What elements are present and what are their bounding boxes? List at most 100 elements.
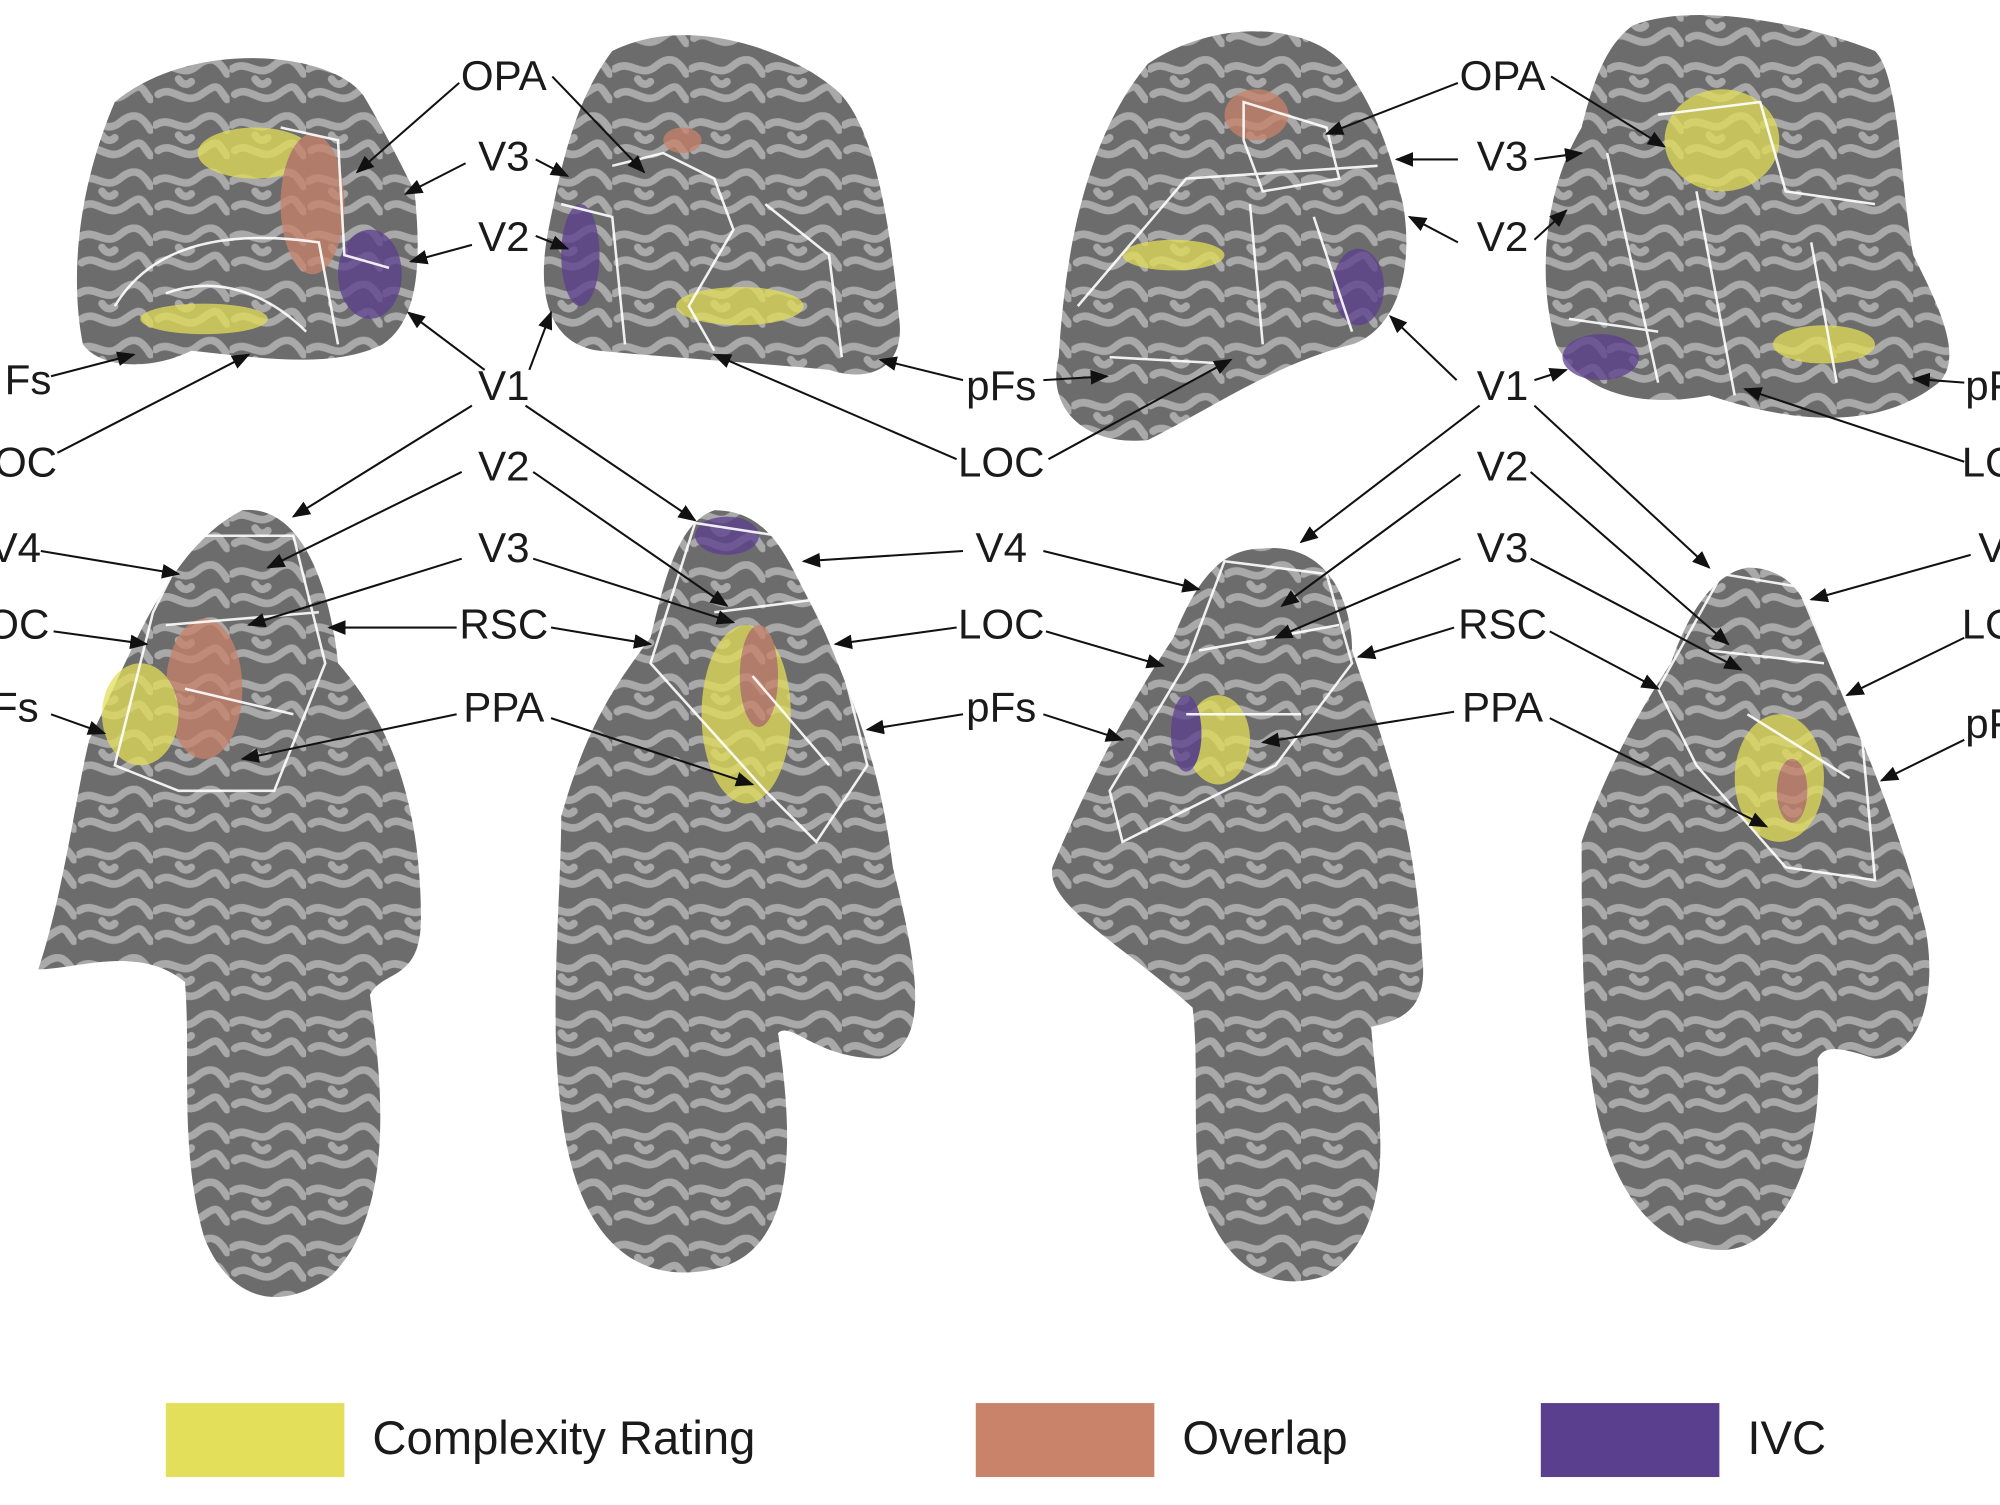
region-label: pFs [966,684,1036,731]
arrow [50,351,136,378]
patch [102,663,179,766]
arrow [1549,630,1660,690]
arrow [535,235,570,250]
arrow [1533,404,1711,569]
patch [338,229,402,319]
region-label: LO [1962,601,2000,648]
legend-label: Complexity Rating [372,1412,755,1465]
arrow [1324,81,1459,135]
patch [1772,325,1875,364]
region-label: PPA [1462,684,1543,731]
arrow [40,550,181,579]
region-label: RSC [1458,601,1547,648]
brain-surface [1581,567,1930,1250]
region-label: Fs [5,356,52,403]
arrow [532,557,736,625]
arrow [801,550,964,568]
arrow [878,356,964,382]
arrow [535,158,570,177]
region-label: LOC [958,439,1045,486]
arrow [1911,372,1965,388]
arrow [712,353,958,461]
roi-outline [1076,100,1378,365]
arrow [240,713,457,763]
region-label: V3 [478,133,529,180]
brain-surface [1051,547,1424,1282]
arrow [1045,630,1166,669]
patch [1332,248,1384,326]
patch [165,618,243,759]
arrow [1550,75,1667,148]
region-label: V3 [1477,524,1528,571]
arrow [1273,557,1461,639]
arrow [1043,550,1201,593]
arrow [1534,367,1569,382]
arrow [355,82,460,174]
roi-outline [113,126,390,345]
patch [1776,758,1808,823]
patch [1122,239,1225,271]
roi-outline [649,521,869,844]
arrow [291,404,473,518]
region-label: PPA [463,684,544,731]
brain-surface [543,35,900,375]
arrow [524,404,697,522]
roi-outlines [113,100,1877,882]
roi-outline [560,151,844,358]
arrow [1299,404,1481,544]
region-label: V2 [1477,443,1528,490]
region-label: V2 [478,443,529,490]
patch [739,625,779,728]
brain-surface [76,58,418,365]
patch [663,127,702,154]
arrow [1549,717,1769,828]
arrow [1845,636,1965,697]
patch [561,204,600,307]
roi-outline [1656,572,1877,882]
brain-surface [1545,14,1950,418]
arrow [1530,557,1743,671]
arrow [408,243,473,265]
patch [1224,89,1289,141]
region-label: V4 [976,524,1027,571]
patch [695,516,759,555]
region-label: V2 [1477,213,1528,260]
patch [197,127,313,179]
region-label: OC [0,601,49,648]
arrow [1879,738,1965,782]
brain-surface [1056,31,1407,441]
legend-swatch [1540,1403,1720,1478]
region-label: V2 [478,213,529,260]
arrow [1529,471,1730,646]
arrow [1534,147,1584,163]
arrows [40,75,1971,828]
arrow [403,162,467,195]
arrow [1533,209,1568,241]
roi-outline [1568,100,1876,396]
activation-patches [102,89,1875,842]
roi-outline [1108,559,1354,844]
region-label: OPA [461,52,547,99]
patch [1664,89,1780,192]
region-label: V1 [1477,362,1528,409]
arrow [1388,315,1458,381]
legend-swatch [165,1403,345,1478]
legend-swatch [975,1403,1155,1478]
arrow [833,626,957,650]
arrow [550,717,755,787]
region-label: V3 [1477,133,1528,180]
legend: Complexity Rating Overlap IVC [165,1403,1826,1478]
region-label: Fs [0,684,39,731]
region-label: OPA [1460,52,1546,99]
region-label: pFs [966,362,1036,409]
region-label: V [1978,524,2000,571]
arrow [56,353,251,454]
region-label: LO [1962,439,2000,486]
arrow [266,471,463,569]
arrow [551,75,646,174]
arrow [1743,387,1965,463]
arrow [528,310,553,371]
labels: Fs OC OPA V3 V2 V1 pFs LOC V2 V4 V3 V4 OC RSC LOC Fs PPA… [0,52,2000,747]
